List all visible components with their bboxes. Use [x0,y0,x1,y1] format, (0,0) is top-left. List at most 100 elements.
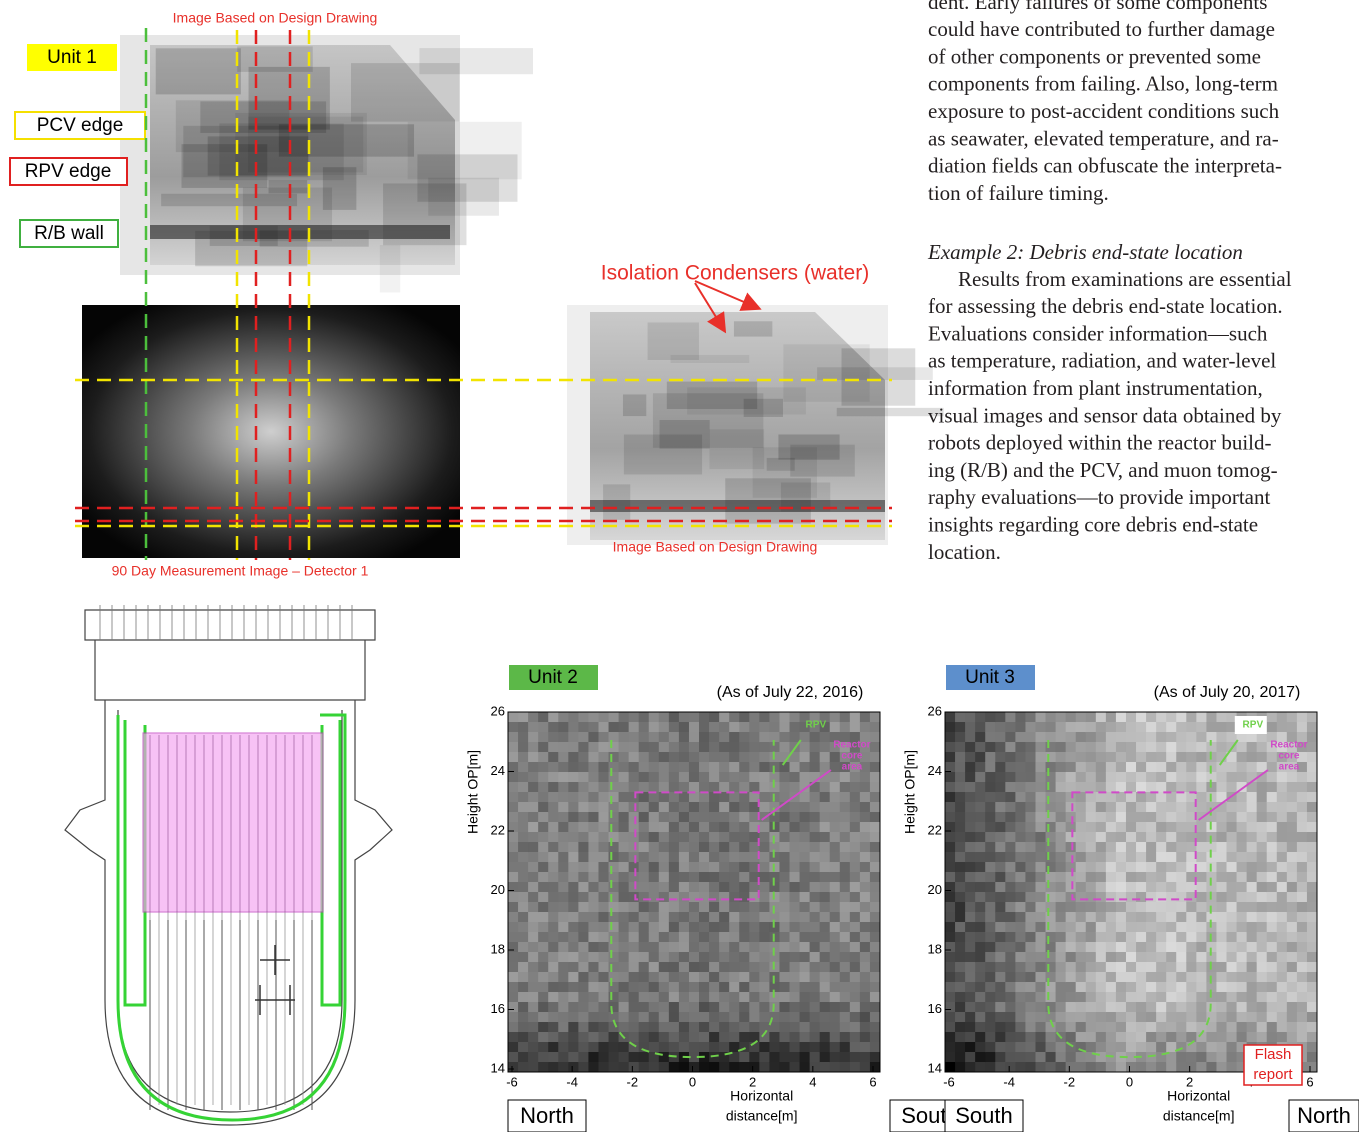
heatmap-cell [749,952,760,963]
heatmap-cell [558,1012,569,1023]
heatmap-cell [1196,802,1207,813]
heatmap-cell [1005,752,1016,763]
heatmap-cell [699,802,710,813]
heatmap-cell [1196,722,1207,733]
heatmap-cell [955,922,966,933]
heatmap-cell [1056,802,1067,813]
heatmap-cell [508,942,519,953]
heatmap-cell [975,942,986,953]
heatmap-cell [1086,842,1097,853]
heatmap-cell [568,882,579,893]
heatmap-cell [588,772,599,783]
heatmap-cell [1307,972,1318,983]
heatmap-cell [689,882,700,893]
heatmap-cell [1126,982,1137,993]
heatmap-cell [669,882,680,893]
heatmap-cell [1025,742,1036,753]
heatmap-cell [699,852,710,863]
heatmap-cell [1267,862,1278,873]
heatmap-cell [1307,952,1318,963]
heatmap-cell [1126,1032,1137,1043]
heatmap-cell [1227,1062,1238,1073]
heatmap-cell [558,932,569,943]
heatmap-cell [1257,982,1268,993]
core-label: area [1279,762,1300,773]
heatmap-cell [588,1012,599,1023]
heatmap-cell [1247,802,1258,813]
heatmap-cell [945,942,956,953]
heatmap-cell [689,1012,700,1023]
body-text: tion of failure timing. [928,181,1109,205]
heatmap-cell [1035,962,1046,973]
heatmap-cell [1126,832,1137,843]
heatmap-cell [1186,1062,1197,1073]
heatmap-cell [955,742,966,753]
heatmap-cell [820,852,831,863]
body-text: Results from examinations are essential [958,267,1292,291]
heatmap-cell [1156,1022,1167,1033]
heatmap-cell [619,962,630,973]
heatmap-cell [1227,962,1238,973]
heatmap-cell [1176,792,1187,803]
heatmap-cell [558,1052,569,1063]
heatmap-cell [1307,842,1318,853]
heatmap-cell [508,872,519,883]
heatmap-cell [830,822,841,833]
heatmap-cell [1015,922,1026,933]
heatmap-cell [1186,772,1197,783]
heatmap-cell [975,772,986,783]
heatmap-cell [945,962,956,973]
heatmap-cell [1025,992,1036,1003]
heatmap-cell [669,982,680,993]
heatmap-cell [850,942,861,953]
heatmap-cell [965,972,976,983]
heatmap-cell [1287,792,1298,803]
heatmap-cell [945,1042,956,1053]
heatmap-cell [1056,1022,1067,1033]
heatmap-cell [518,772,529,783]
heatmap-cell [850,772,861,783]
heatmap-cell [1176,1022,1187,1033]
heatmap-cell [679,822,690,833]
heatmap-cell [528,1032,539,1043]
heatmap-cell [598,772,609,783]
heatmap-cell [609,812,620,823]
heatmap-cell [679,932,690,943]
heatmap-cell [1277,992,1288,1003]
heatmap-cell [1015,752,1026,763]
heatmap-cell [729,972,740,983]
heatmap-cell [739,982,750,993]
heatmap-cell [1176,892,1187,903]
heatmap-cell [1046,862,1057,873]
heatmap-cell [649,822,660,833]
heatmap-cell [1116,992,1127,1003]
heatmap-cell [1106,782,1117,793]
heatmap-cell [588,902,599,913]
heatmap-cell [840,1002,851,1013]
heatmap-cell [985,1062,996,1073]
heatmap-cell [965,792,976,803]
heatmap-cell [689,992,700,1003]
heatmap-cell [1035,892,1046,903]
heatmap-cell [1166,832,1177,843]
heatmap-cell [1005,932,1016,943]
heatmap-cell [1166,1022,1177,1033]
heatmap-cell [810,942,821,953]
heatmap-cell [1307,902,1318,913]
heatmap-cell [1086,752,1097,763]
heatmap-cell [830,1022,841,1033]
heatmap-cell [1116,972,1127,983]
heatmap-cell [995,732,1006,743]
heatmap-cell [719,1042,730,1053]
heatmap-cell [1106,732,1117,743]
heatmap-cell [1257,792,1268,803]
heatmap-cell [800,1062,811,1073]
heatmap-cell [679,962,690,973]
annotation: Isolation Condensers (water) [601,262,869,285]
heatmap-cell [965,812,976,823]
heatmap-cell [518,792,529,803]
heatmap-cell [1186,722,1197,733]
heatmap-cell [779,852,790,863]
heatmap-cell [558,1022,569,1033]
heatmap-cell [1116,942,1127,953]
